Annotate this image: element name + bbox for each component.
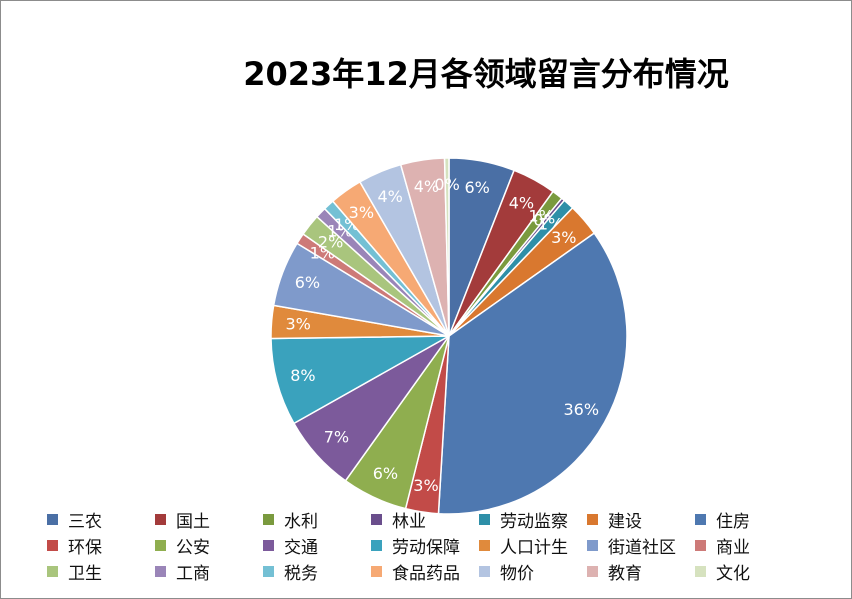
- legend-swatch: [47, 540, 58, 551]
- slice-data-label: 2%: [318, 232, 343, 251]
- legend-swatch: [263, 540, 274, 551]
- slice-data-label: 3%: [551, 228, 576, 247]
- legend-swatch: [47, 566, 58, 577]
- legend-item: 物价: [479, 561, 587, 584]
- legend-swatch: [155, 540, 166, 551]
- legend-swatch: [695, 540, 706, 551]
- legend-label: 三农: [68, 512, 102, 532]
- legend-label: 住房: [716, 512, 750, 532]
- slice-data-label: 4%: [414, 177, 439, 196]
- legend-label: 环保: [68, 538, 102, 558]
- legend-item: 三农: [47, 509, 155, 532]
- legend-label: 街道社区: [608, 538, 676, 558]
- slice-data-label: 6%: [295, 273, 320, 292]
- legend-swatch: [155, 566, 166, 577]
- legend-swatch: [587, 540, 598, 551]
- legend-item: 劳动保障: [371, 535, 479, 558]
- legend-item: 卫生: [47, 561, 155, 584]
- legend-label: 税务: [284, 564, 318, 584]
- legend-label: 人口计生: [500, 538, 568, 558]
- legend-swatch: [695, 514, 706, 525]
- slice-data-label: 36%: [563, 400, 599, 419]
- legend-swatch: [371, 514, 382, 525]
- legend-item: 交通: [263, 535, 371, 558]
- legend-label: 林业: [392, 512, 426, 532]
- legend-swatch: [47, 514, 58, 525]
- legend-label: 卫生: [68, 564, 102, 584]
- legend-label: 劳动监察: [500, 512, 568, 532]
- legend-item: 税务: [263, 561, 371, 584]
- legend-label: 建设: [608, 512, 642, 532]
- legend-item: 食品药品: [371, 561, 479, 584]
- legend-item: 公安: [155, 535, 263, 558]
- legend-swatch: [371, 566, 382, 577]
- legend-swatch: [479, 566, 490, 577]
- legend-item: 教育: [587, 561, 695, 584]
- slice-data-label: 6%: [373, 464, 398, 483]
- legend-swatch: [263, 514, 274, 525]
- slice-data-label: 3%: [413, 476, 438, 495]
- slice-data-label: 3%: [349, 203, 374, 222]
- legend-label: 公安: [176, 538, 210, 558]
- legend-item: 工商: [155, 561, 263, 584]
- legend-swatch: [587, 566, 598, 577]
- legend-item: 建设: [587, 509, 695, 532]
- legend: 三农 国土 水利 林业 劳动监察 建设 住房环保 公安 交通 劳动保障 人口计生 街道社区 商业卫生 工商…: [47, 509, 837, 584]
- pie-slice-7: [437, 232, 628, 515]
- legend-swatch: [695, 566, 706, 577]
- legend-swatch: [263, 566, 274, 577]
- legend-label: 国土: [176, 512, 210, 532]
- legend-item: 国土: [155, 509, 263, 532]
- legend-swatch: [371, 540, 382, 551]
- legend-item: 商业: [695, 535, 803, 558]
- legend-swatch: [155, 514, 166, 525]
- legend-item: 街道社区: [587, 535, 695, 558]
- legend-item: 人口计生: [479, 535, 587, 558]
- legend-label: 教育: [608, 564, 642, 584]
- legend-swatch: [479, 514, 490, 525]
- legend-label: 交通: [284, 538, 318, 558]
- slice-data-label: 3%: [285, 314, 310, 333]
- legend-item: 环保: [47, 535, 155, 558]
- slice-data-label: 8%: [290, 366, 315, 385]
- slice-data-label: 4%: [377, 187, 402, 206]
- legend-item: 林业: [371, 509, 479, 532]
- legend-label: 工商: [176, 564, 210, 584]
- legend-label: 水利: [284, 512, 318, 532]
- legend-label: 劳动保障: [392, 538, 460, 558]
- legend-label: 文化: [716, 564, 750, 584]
- legend-item: 劳动监察: [479, 509, 587, 532]
- slice-data-label: 7%: [324, 428, 349, 447]
- legend-swatch: [479, 540, 490, 551]
- slice-data-label: 4%: [509, 194, 534, 213]
- legend-label: 物价: [500, 564, 534, 584]
- legend-item: 住房: [695, 509, 803, 532]
- legend-item: 文化: [695, 561, 803, 584]
- legend-label: 食品药品: [392, 564, 460, 584]
- legend-label: 商业: [716, 538, 750, 558]
- legend-swatch: [587, 514, 598, 525]
- chart-title: 2023年12月各领域留言分布情况: [243, 55, 729, 93]
- slice-data-label: 6%: [464, 178, 489, 197]
- slice-data-label: 0%: [434, 175, 459, 194]
- legend-item: 水利: [263, 509, 371, 532]
- pie-slice-21: [443, 157, 450, 337]
